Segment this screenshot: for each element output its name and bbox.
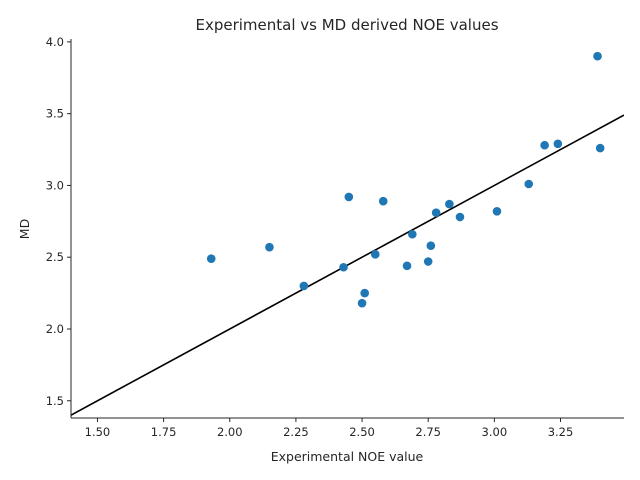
data-point-16 [492,206,502,216]
data-point-11 [423,257,433,266]
plot-area [71,51,624,416]
data-point-15 [455,212,465,222]
y-tick-label-5: 4.0 [46,35,64,49]
reference-line [71,114,624,416]
data-point-13 [431,208,441,218]
x-tick-label-7: 3.25 [548,425,574,439]
x-tick-label-4: 2.50 [349,425,375,439]
data-point-20 [593,51,602,61]
data-point-19 [553,139,563,149]
chart-title: Experimental vs MD derived NOE values [195,16,498,34]
data-point-17 [524,179,534,189]
data-point-5 [357,298,367,308]
data-point-6 [360,288,369,298]
data-point-18 [540,140,549,150]
axes: 1.50 1.75 2.00 2.25 2.50 2.75 3.00 3.25 1.5 2.0 2.… [46,35,624,439]
x-tick-label-2: 2.00 [217,425,243,439]
data-point-3 [339,262,348,272]
data-point-21 [595,143,605,153]
y-tick-label-1: 2.0 [46,322,64,336]
y-tick-label-3: 3.0 [46,178,64,192]
data-point-8 [378,196,388,206]
y-tick-label-0: 1.5 [46,394,64,408]
data-point-1 [265,242,274,252]
data-point-4 [344,192,354,202]
y-tick-label-2: 2.5 [46,250,64,264]
x-tick-label-3: 2.25 [283,425,309,439]
x-tick-label-1: 1.75 [151,425,177,439]
data-point-0 [206,254,216,263]
data-point-9 [402,261,412,271]
data-point-2 [299,281,309,291]
x-tick-label-5: 2.75 [415,425,441,439]
data-point-14 [445,199,454,209]
x-axis-label: Experimental NOE value [271,449,424,464]
y-tick-label-4: 3.5 [46,107,64,121]
data-point-10 [408,229,417,239]
data-point-7 [370,250,380,259]
x-tick-label-0: 1.50 [85,425,111,439]
y-axis-label: MD [17,219,32,239]
x-tick-label-6: 3.00 [482,425,508,439]
data-point-12 [426,241,436,251]
